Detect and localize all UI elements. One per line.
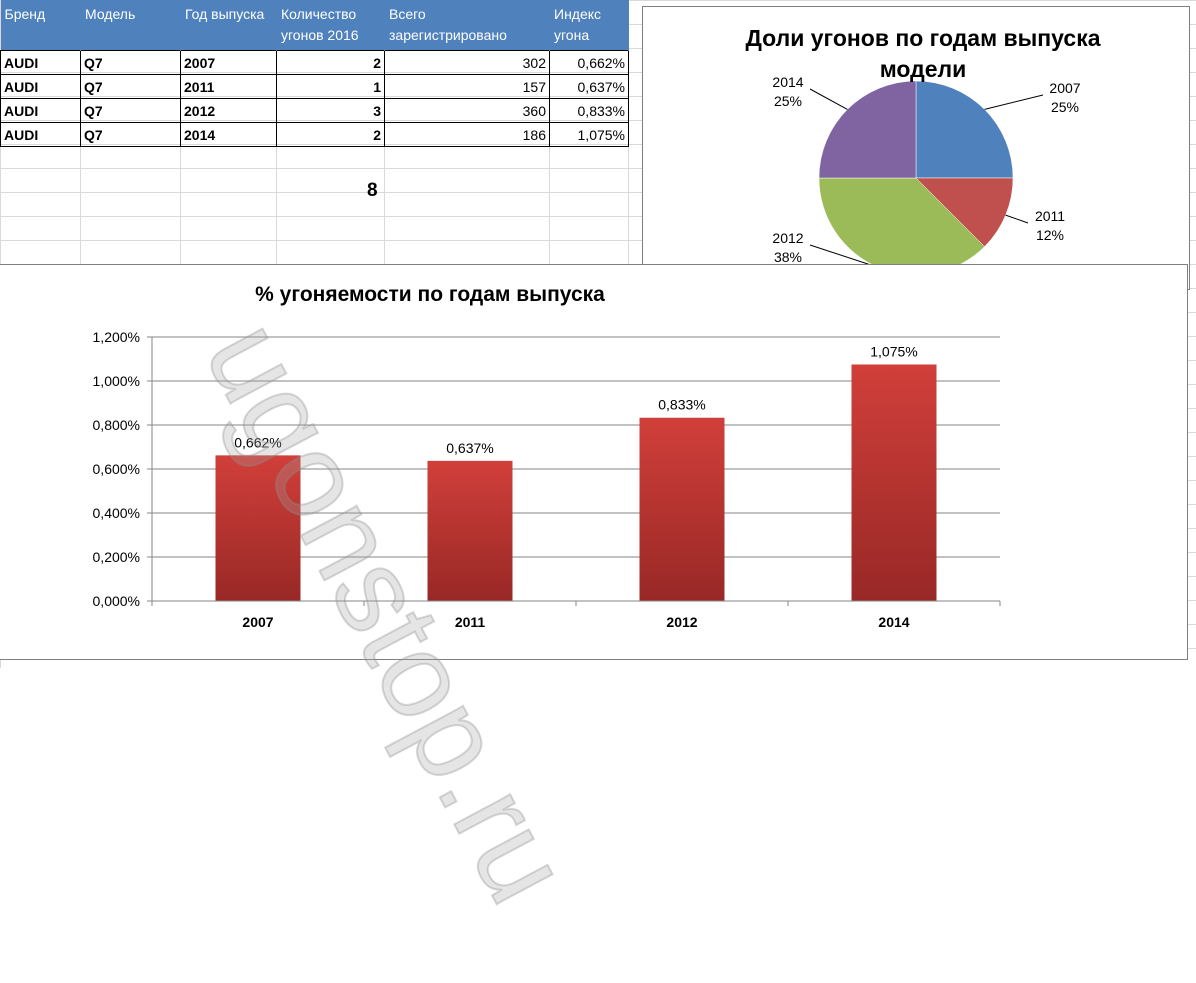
cell-registered[interactable]: 302 bbox=[384, 50, 550, 75]
bar-data-label: 0,662% bbox=[234, 434, 281, 450]
cell-model[interactable]: Q7 bbox=[80, 74, 181, 99]
pie-chart-plot: 2007 25% 2011 12% 2012 38% 2014 25% bbox=[772, 74, 1081, 276]
cell-registered[interactable]: 360 bbox=[384, 98, 550, 123]
cell-index[interactable]: 0,662% bbox=[549, 50, 629, 75]
y-tick-label: 0,200% bbox=[93, 549, 140, 565]
bar-data-label: 0,637% bbox=[446, 440, 493, 456]
y-tick-label: 0,400% bbox=[93, 505, 140, 521]
cell-thefts[interactable]: 2 bbox=[276, 122, 385, 147]
header-registered[interactable]: Всего зарегистрировано bbox=[384, 0, 550, 51]
y-tick-label: 1,000% bbox=[93, 373, 140, 389]
pie-label-category: 2012 bbox=[772, 230, 803, 246]
bar-data-label: 0,833% bbox=[658, 397, 705, 413]
pie-leader-line bbox=[809, 88, 848, 110]
cell-brand[interactable]: AUDI bbox=[0, 50, 81, 75]
cell-model[interactable]: Q7 bbox=[80, 50, 181, 75]
pie-leader-line bbox=[809, 244, 880, 269]
x-tick-label: 2007 bbox=[242, 614, 273, 630]
cell-thefts[interactable]: 1 bbox=[276, 74, 385, 99]
pie-label-percent: 38% bbox=[774, 249, 802, 265]
cell-model[interactable]: Q7 bbox=[80, 122, 181, 147]
pie-label-category: 2011 bbox=[1035, 208, 1065, 224]
bar-2014[interactable] bbox=[851, 364, 937, 602]
pie-leader-line bbox=[984, 94, 1044, 110]
table-row: AUDI Q7 2012 3 360 0,833% bbox=[0, 98, 629, 123]
bar-chart[interactable]: % угоняемости по годам выпуска 0,000% 0,2… bbox=[0, 264, 1188, 660]
data-table: Бренд Модель Год выпуска Количество угон… bbox=[0, 0, 629, 147]
y-tick-label: 1,200% bbox=[93, 329, 140, 345]
header-thefts[interactable]: Количество угонов 2016 bbox=[276, 0, 385, 51]
cell-brand[interactable]: AUDI bbox=[0, 98, 81, 123]
cell-registered[interactable]: 186 bbox=[384, 122, 550, 147]
cell-brand[interactable]: AUDI bbox=[0, 74, 81, 99]
pie-chart[interactable]: Доли угонов по годам выпуска модели 2007… bbox=[642, 6, 1190, 290]
x-tick-label: 2011 bbox=[455, 614, 486, 630]
cell-thefts[interactable]: 2 bbox=[276, 50, 385, 75]
pie-chart-title: Доли угонов по годам выпуска модели bbox=[745, 25, 1101, 82]
bar-2011[interactable] bbox=[427, 460, 513, 601]
cell-model[interactable]: Q7 bbox=[80, 98, 181, 123]
column-divider bbox=[628, 0, 629, 265]
pie-slice-2014[interactable] bbox=[818, 80, 917, 179]
cell-index[interactable]: 0,833% bbox=[549, 98, 629, 123]
table-header-row: Бренд Модель Год выпуска Количество угон… bbox=[0, 0, 629, 51]
y-tick-label: 0,000% bbox=[93, 593, 140, 609]
y-tick-label: 0,600% bbox=[93, 461, 140, 477]
pie-label-category: 2014 bbox=[772, 74, 803, 90]
cell-year[interactable]: 2007 bbox=[180, 50, 277, 75]
cell-registered[interactable]: 157 bbox=[384, 74, 550, 99]
total-thefts-cell[interactable]: 8 bbox=[367, 180, 378, 201]
cell-brand[interactable]: AUDI bbox=[0, 122, 81, 147]
bar-data-label: 1,075% bbox=[870, 344, 917, 360]
cell-index[interactable]: 0,637% bbox=[549, 74, 629, 99]
header-model[interactable]: Модель bbox=[80, 0, 181, 51]
pie-label-percent: 12% bbox=[1036, 227, 1064, 243]
pie-label-percent: 25% bbox=[1051, 99, 1079, 115]
cell-index[interactable]: 1,075% bbox=[549, 122, 629, 147]
pie-slice-2007[interactable] bbox=[915, 80, 1014, 179]
cell-year[interactable]: 2011 bbox=[180, 74, 277, 99]
header-year[interactable]: Год выпуска bbox=[180, 0, 277, 51]
header-index[interactable]: Индекс угона bbox=[549, 0, 629, 51]
bar-2007[interactable] bbox=[215, 455, 301, 601]
pie-slice-2011[interactable] bbox=[915, 177, 1014, 247]
table-row: AUDI Q7 2011 1 157 0,637% bbox=[0, 74, 629, 99]
pie-label-percent: 25% bbox=[774, 93, 802, 109]
cell-thefts[interactable]: 3 bbox=[276, 98, 385, 123]
bar-2012[interactable] bbox=[639, 417, 725, 601]
x-tick-label: 2012 bbox=[666, 614, 697, 630]
pie-leader-line bbox=[1005, 214, 1029, 224]
cell-year[interactable]: 2012 bbox=[180, 98, 277, 123]
header-brand[interactable]: Бренд bbox=[0, 0, 81, 51]
y-tick-label: 0,800% bbox=[93, 417, 140, 433]
cell-year[interactable]: 2014 bbox=[180, 122, 277, 147]
bar-chart-title: % угоняемости по годам выпуска bbox=[255, 283, 605, 306]
table-row: AUDI Q7 2007 2 302 0,662% bbox=[0, 50, 629, 75]
pie-label-category: 2007 bbox=[1049, 80, 1080, 96]
table-row: AUDI Q7 2014 2 186 1,075% bbox=[0, 122, 629, 147]
bar-chart-plot: 0,000% 0,200% 0,400% 0,600% 0,800% 1,000% 1,20… bbox=[93, 329, 1001, 630]
x-tick-label: 2014 bbox=[878, 614, 909, 630]
